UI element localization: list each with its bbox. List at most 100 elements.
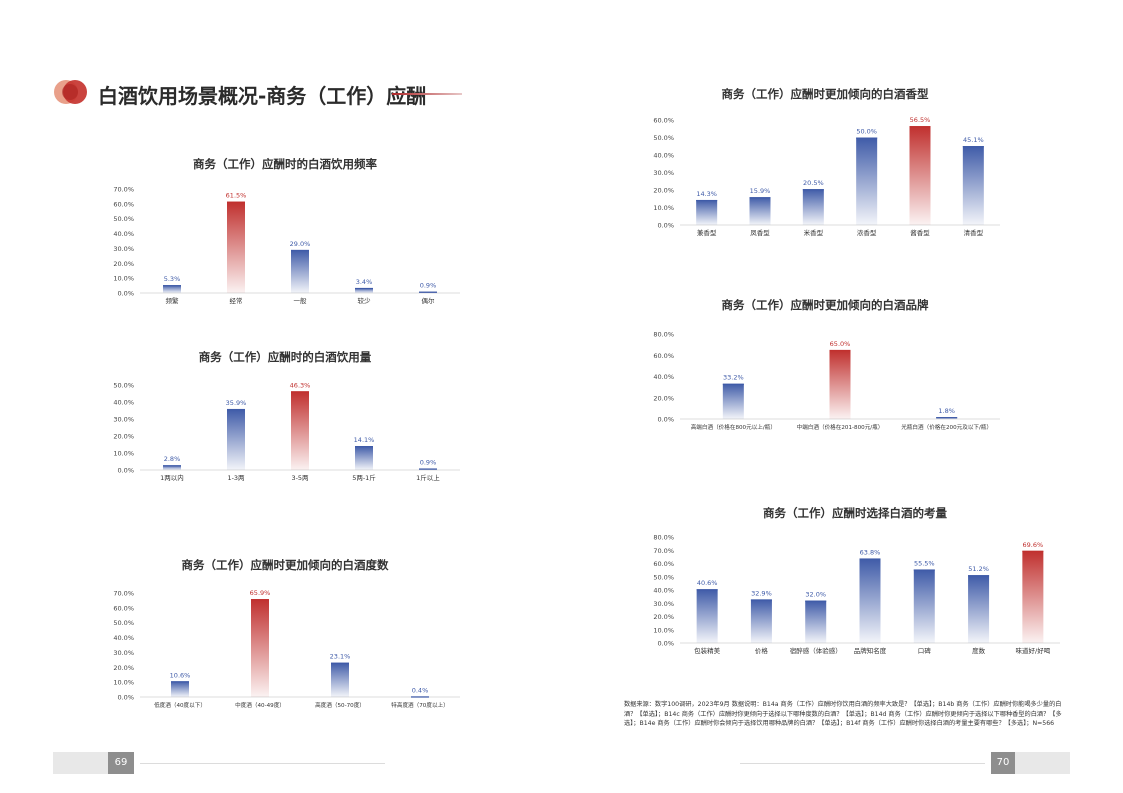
bar [251, 599, 269, 697]
y-tick-label: 80.0% [653, 331, 674, 339]
y-tick-label: 20.0% [653, 187, 674, 195]
data-label: 3.4% [356, 278, 373, 286]
y-tick-label: 30.0% [113, 245, 134, 253]
bar [291, 249, 309, 293]
y-tick-label: 0.0% [117, 694, 134, 702]
page-title: 白酒饮用场景概况-商务（工作）应酬 [98, 84, 427, 108]
category-label: 浓香型 [857, 228, 877, 237]
bar-cap [419, 291, 437, 293]
bar [163, 465, 181, 470]
y-tick-label: 10.0% [113, 450, 134, 458]
y-tick-label: 60.0% [113, 200, 134, 208]
y-tick-label: 80.0% [653, 534, 674, 542]
category-label: 酱香型 [910, 228, 930, 237]
category-label: 3-5两 [291, 474, 309, 482]
bar-cap [749, 197, 771, 199]
category-label: 1两以内 [160, 473, 184, 482]
bar [171, 681, 189, 697]
bar [913, 569, 935, 643]
category-label: 频繁 [166, 296, 180, 305]
bar [962, 146, 984, 225]
chart-svg: 0.0% 10.0% 20.0% 30.0% 40.0% 50.0% 60.0% 70.0% 5… [113, 186, 460, 305]
page-rule-right [740, 763, 985, 764]
bar-cap [968, 575, 990, 577]
category-label: 宿醉感（体验感） [790, 646, 842, 655]
data-label: 69.6% [1023, 541, 1044, 549]
bar-cap [909, 126, 931, 128]
chart-svg: 0.0% 10.0% 20.0% 30.0% 40.0% 50.0% 60.0% 14.3% 兼… [653, 116, 1000, 237]
category-label: 中度酒（40-49度） [235, 701, 285, 709]
page-number-right: 70 [991, 752, 1015, 774]
bar-cap [355, 446, 373, 448]
category-label: 1-3两 [227, 474, 245, 482]
y-tick-label: 70.0% [653, 547, 674, 555]
chart-title: 商务（工作）应酬时更加倾向的白酒度数 [181, 558, 389, 572]
bar-cap [1022, 550, 1044, 552]
y-tick-label: 0.0% [657, 222, 674, 230]
bar [802, 189, 824, 225]
bar-cap [856, 137, 878, 139]
bar-cap [291, 391, 309, 393]
y-tick-label: 30.0% [113, 649, 134, 657]
data-label: 46.3% [290, 381, 311, 389]
data-label: 61.5% [226, 192, 247, 200]
category-label: 高度酒（50-70度） [315, 701, 365, 709]
bar [696, 199, 718, 225]
y-tick-label: 40.0% [113, 230, 134, 238]
chart-brand-tier: 商务（工作）应酬时更加倾向的白酒品牌 0.0% 20.0% 40.0% 60.0% 80… [640, 294, 1010, 439]
bar-cap [411, 696, 429, 698]
category-label: 特高度酒（70度以上） [391, 701, 448, 709]
data-label: 51.2% [968, 565, 989, 573]
bar [749, 197, 771, 225]
bar-cap [419, 468, 437, 470]
chart-alcohol-degree: 商务（工作）应酬时更加倾向的白酒度数 0.0% 10.0% 20.0% 30.0% 40… [100, 553, 470, 718]
data-label: 50.0% [856, 128, 877, 136]
bar [355, 446, 373, 470]
y-tick-label: 20.0% [113, 433, 134, 441]
category-label: 高端白酒（价格在800元以上/瓶） [691, 423, 776, 431]
data-label: 45.1% [963, 136, 984, 144]
bar [355, 287, 373, 293]
bar-cap [722, 383, 744, 385]
bar [291, 391, 309, 470]
y-tick-label: 0.0% [657, 640, 674, 648]
category-label: 5两-1斤 [352, 473, 376, 482]
category-label: 清香型 [964, 228, 984, 237]
y-tick-label: 20.0% [653, 394, 674, 402]
data-label: 65.0% [830, 340, 851, 348]
bar [1022, 550, 1044, 643]
y-tick-label: 10.0% [653, 626, 674, 634]
bar [163, 285, 181, 293]
bar-cap [163, 465, 181, 467]
data-label: 32.0% [805, 591, 826, 599]
data-label: 23.1% [330, 653, 351, 661]
bar-cap [696, 199, 718, 202]
y-tick-label: 40.0% [653, 152, 674, 160]
data-label: 55.5% [914, 559, 935, 567]
page-bar-left [53, 752, 108, 774]
chart-svg: 0.0% 10.0% 20.0% 30.0% 40.0% 50.0% 2.8% 1两以内 35.… [113, 381, 460, 482]
category-label: 较少 [358, 296, 372, 305]
y-tick-label: 20.0% [653, 613, 674, 621]
bar-cap [936, 417, 958, 419]
chart-aroma-type: 商务（工作）应酬时更加倾向的白酒香型 0.0% 10.0% 20.0% 30.0% 40… [640, 85, 1010, 245]
bar-cap [696, 589, 718, 591]
bar [856, 137, 878, 225]
page-rule-left [140, 763, 385, 764]
y-tick-label: 50.0% [113, 382, 134, 390]
chart-title: 商务（工作）应酬时的白酒饮用量 [198, 350, 372, 364]
bar [909, 126, 931, 225]
y-tick-label: 50.0% [113, 619, 134, 627]
y-tick-label: 0.0% [117, 290, 134, 298]
category-label: 经常 [230, 296, 243, 305]
y-tick-label: 70.0% [113, 590, 134, 598]
data-label: 1.8% [938, 407, 955, 415]
bar-cap [859, 558, 881, 560]
category-label: 包装精美 [694, 646, 721, 655]
bar [722, 383, 744, 419]
bar [696, 589, 718, 643]
bar-cap [913, 569, 935, 571]
bar-cap [291, 249, 309, 252]
y-tick-label: 60.0% [113, 604, 134, 612]
data-label: 63.8% [860, 548, 881, 556]
